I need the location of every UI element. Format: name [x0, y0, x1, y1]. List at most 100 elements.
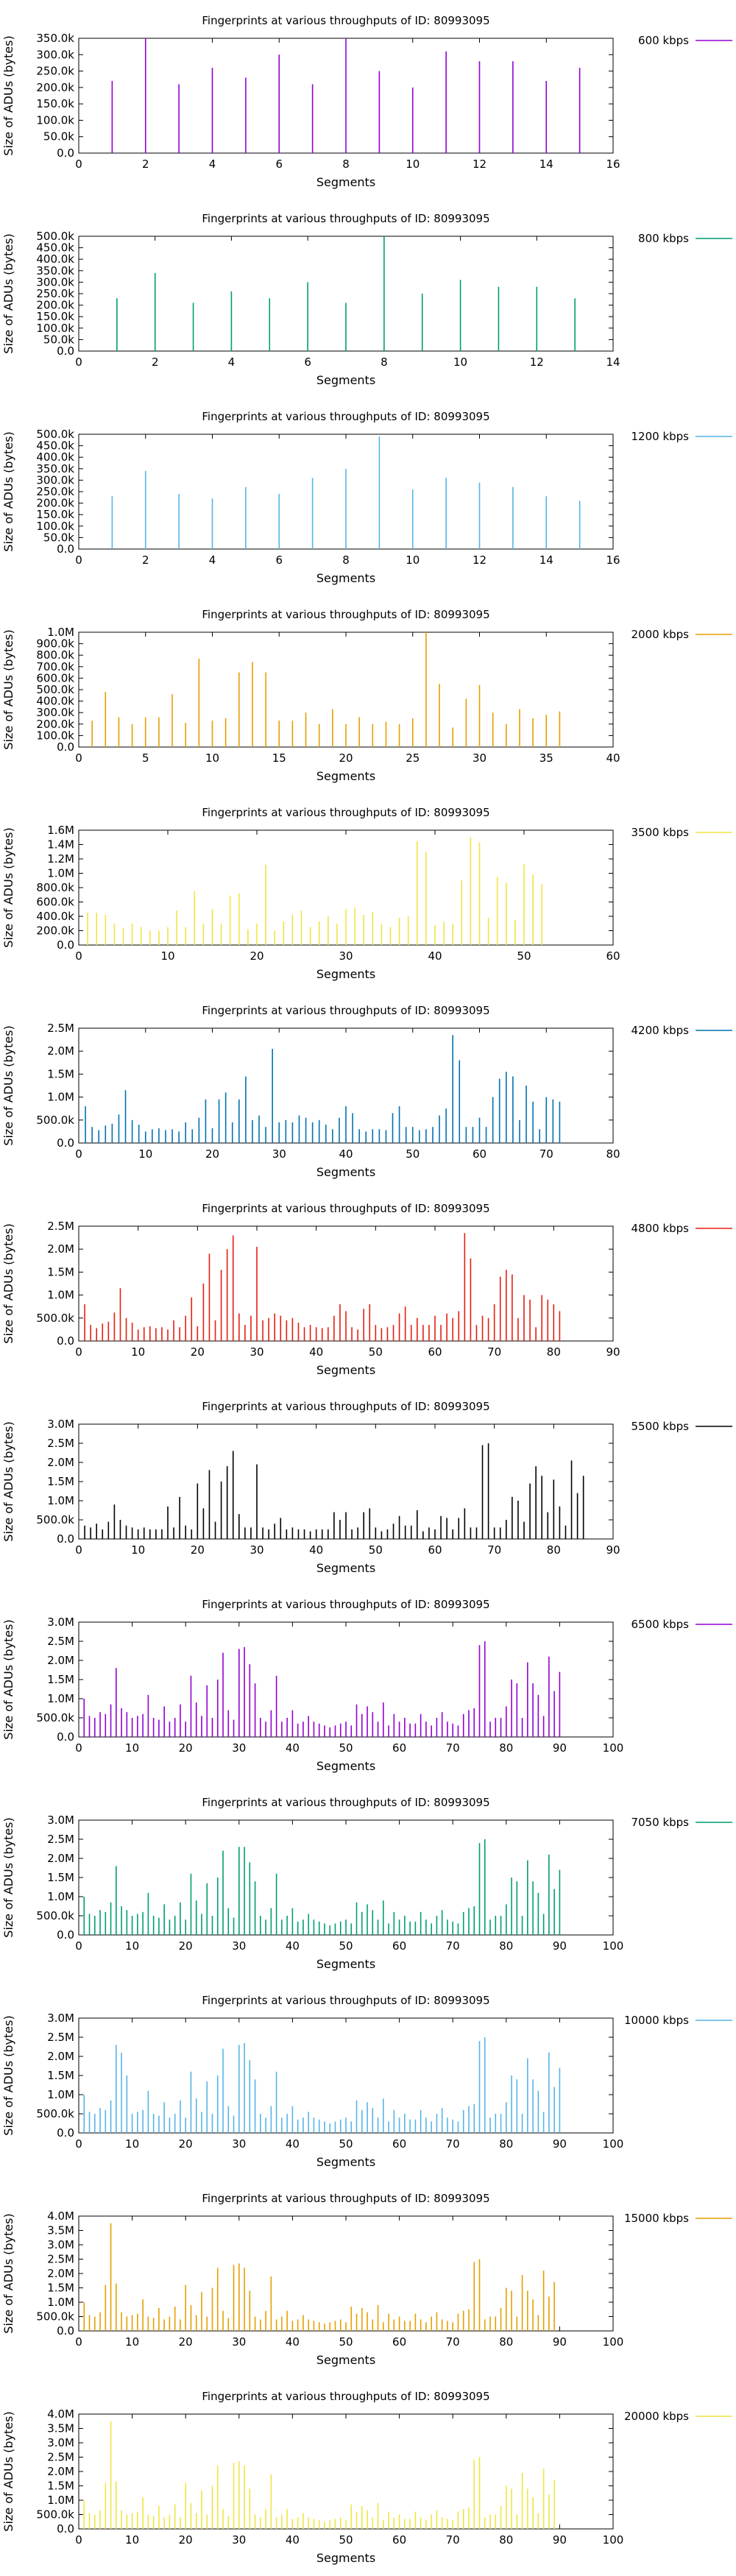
y-tick-label: 250.0k	[36, 287, 74, 300]
y-axis-label: Size of ADUs (bytes)	[1, 2015, 15, 2135]
x-tick-label: 0	[75, 2335, 82, 2349]
x-tick-label: 8	[381, 355, 388, 369]
x-tick-label: 10	[406, 158, 420, 171]
chart-panel: Fingerprints at various throughputs of I…	[1, 1202, 732, 1377]
y-axis-label: Size of ADUs (bytes)	[1, 1223, 15, 1343]
y-tick-label: 1.2M	[47, 852, 74, 866]
x-tick-label: 16	[606, 553, 620, 567]
x-tick-label: 8	[342, 553, 350, 567]
y-tick-label: 100.0k	[36, 322, 74, 335]
legend-label: 6500 kbps	[631, 1618, 690, 1631]
x-axis-label: Segments	[316, 1363, 375, 1377]
x-tick-label: 12	[473, 553, 486, 567]
x-tick-label: 10	[125, 1939, 139, 1953]
x-tick-label: 50	[339, 2533, 353, 2547]
y-axis-label: Size of ADUs (bytes)	[1, 1421, 15, 1541]
y-tick-label: 150.0k	[36, 97, 74, 110]
y-tick-label: 100.0k	[36, 729, 74, 742]
y-tick-label: 500.0k	[36, 230, 74, 243]
x-tick-label: 50	[406, 1147, 420, 1161]
legend-label: 10000 kbps	[624, 2014, 689, 2027]
y-tick-label: 500.0k	[36, 428, 74, 441]
x-tick-label: 30	[339, 949, 353, 963]
y-tick-label: 2.0M	[47, 1852, 74, 1865]
x-tick-label: 20	[339, 751, 353, 765]
y-tick-label: 300.0k	[36, 48, 74, 61]
x-tick-label: 40	[428, 949, 442, 963]
y-tick-label: 200.0k	[36, 924, 74, 938]
x-tick-label: 2	[152, 355, 159, 369]
x-tick-label: 8	[342, 158, 350, 171]
x-tick-label: 40	[286, 1741, 300, 1755]
y-tick-label: 2.0M	[47, 2465, 74, 2478]
y-tick-label: 0.0	[57, 1532, 74, 1546]
x-axis-label: Segments	[316, 1561, 375, 1575]
y-axis-label: Size of ADUs (bytes)	[1, 233, 15, 353]
y-tick-label: 0.0	[57, 1730, 74, 1744]
y-tick-label: 900.0k	[36, 637, 74, 651]
chart-title: Fingerprints at various throughputs of I…	[202, 1004, 489, 1017]
x-tick-label: 60	[392, 1741, 406, 1755]
x-tick-label: 0	[75, 158, 82, 171]
chart-panel: Fingerprints at various throughputs of I…	[1, 1994, 732, 2169]
x-tick-label: 90	[606, 1345, 620, 1359]
y-tick-label: 0.0	[57, 2126, 74, 2140]
x-tick-label: 14	[539, 158, 553, 171]
y-tick-label: 800.0k	[36, 648, 74, 662]
x-tick-label: 10	[125, 2335, 139, 2349]
y-tick-label: 0.0	[57, 542, 74, 556]
y-tick-label: 1.0M	[47, 2296, 74, 2309]
x-tick-label: 10	[125, 2137, 139, 2151]
x-axis-label: Segments	[316, 1165, 375, 1179]
y-tick-label: 2.5M	[47, 2031, 74, 2044]
y-tick-label: 500.0k	[36, 2310, 74, 2324]
y-tick-label: 350.0k	[36, 462, 74, 475]
x-tick-label: 100	[603, 2335, 624, 2349]
x-tick-label: 30	[250, 1345, 263, 1359]
x-tick-label: 30	[250, 1543, 263, 1557]
y-tick-label: 500.0k	[36, 1513, 74, 1526]
x-tick-label: 100	[603, 2137, 624, 2151]
y-tick-label: 2.5M	[47, 1833, 74, 1846]
chart-panel: Fingerprints at various throughputs of I…	[1, 14, 732, 189]
x-tick-label: 60	[392, 2533, 406, 2547]
x-tick-label: 5	[142, 751, 149, 765]
y-tick-label: 200.0k	[36, 81, 74, 94]
x-tick-label: 0	[75, 2533, 82, 2547]
y-axis-label: Size of ADUs (bytes)	[1, 1817, 15, 1937]
y-tick-label: 200.0k	[36, 718, 74, 731]
y-tick-label: 50.0k	[43, 130, 74, 144]
chart-panel: Fingerprints at various throughputs of I…	[1, 608, 732, 783]
y-tick-label: 500.0k	[36, 1114, 74, 1127]
x-tick-label: 40	[286, 2137, 300, 2151]
x-tick-label: 80	[499, 2335, 513, 2349]
x-tick-label: 0	[75, 1741, 82, 1755]
legend-label: 600 kbps	[638, 34, 689, 47]
x-axis-label: Segments	[316, 1759, 375, 1773]
y-tick-label: 3.0M	[47, 2436, 74, 2449]
x-axis-label: Segments	[316, 967, 375, 981]
y-tick-label: 1.5M	[47, 1871, 74, 1884]
x-tick-label: 12	[473, 158, 486, 171]
y-tick-label: 0.0	[57, 1136, 74, 1150]
y-tick-label: 300.0k	[36, 706, 74, 719]
chart-panel: Fingerprints at various throughputs of I…	[1, 2192, 732, 2367]
x-tick-label: 0	[75, 2137, 82, 2151]
x-tick-label: 6	[275, 553, 283, 567]
y-tick-label: 1.0M	[47, 1091, 74, 1104]
x-tick-label: 30	[232, 1939, 246, 1953]
y-tick-label: 4.0M	[47, 2407, 74, 2421]
y-tick-label: 1.0M	[47, 2494, 74, 2507]
x-tick-label: 40	[606, 751, 620, 765]
x-tick-label: 0	[75, 1147, 82, 1161]
y-tick-label: 400.0k	[36, 910, 74, 923]
x-tick-label: 20	[179, 2335, 193, 2349]
x-tick-label: 0	[75, 1543, 82, 1557]
x-tick-label: 90	[553, 1741, 567, 1755]
y-tick-label: 0.0	[57, 2324, 74, 2338]
legend-label: 7050 kbps	[631, 1816, 690, 1829]
y-tick-label: 350.0k	[36, 32, 74, 45]
x-axis-label: Segments	[316, 769, 375, 783]
y-tick-label: 2.5M	[47, 2253, 74, 2266]
legend-label: 2000 kbps	[631, 628, 690, 641]
